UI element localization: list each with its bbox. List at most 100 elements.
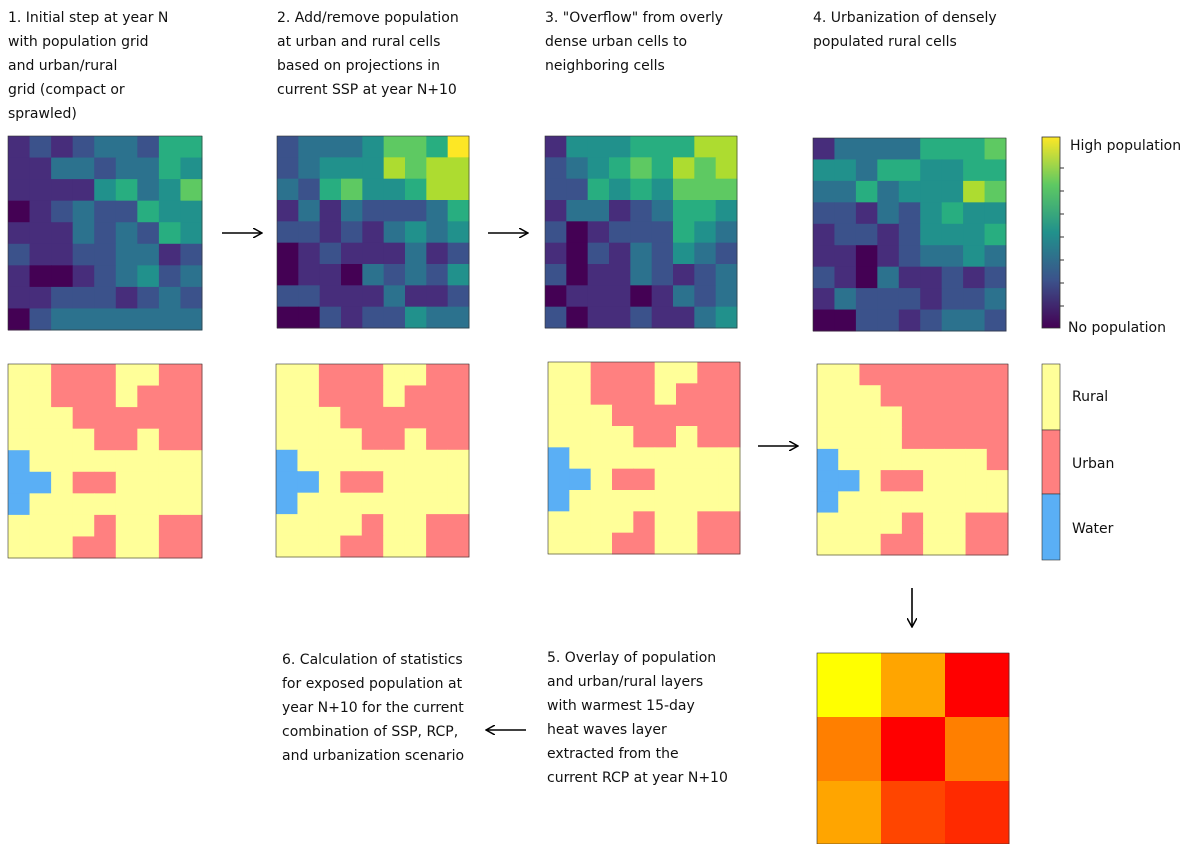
population-cell xyxy=(29,265,52,288)
land-cell xyxy=(944,533,967,556)
land-cell xyxy=(340,449,363,472)
land-cell xyxy=(817,448,839,471)
land-cell xyxy=(986,385,1009,407)
step-text: and urban/rural xyxy=(8,58,117,74)
step-text: 6. Calculation of statistics xyxy=(282,652,463,668)
population-cell xyxy=(566,221,589,244)
heat-cell xyxy=(817,653,882,718)
heat-cell xyxy=(881,781,946,844)
population-cell xyxy=(115,222,138,245)
population-cell xyxy=(920,138,943,160)
land-cell xyxy=(29,536,52,559)
colorbar-ticks xyxy=(1060,167,1064,307)
land-cell xyxy=(859,385,882,407)
population-cell xyxy=(405,157,427,180)
population-cell xyxy=(298,242,321,265)
population-cell xyxy=(545,264,567,286)
population-cell xyxy=(158,136,181,159)
population-cell xyxy=(855,180,878,203)
population-cell xyxy=(115,308,138,331)
land-cell xyxy=(718,447,741,470)
grid-border xyxy=(544,135,738,329)
land-cell xyxy=(590,426,613,448)
land-cell xyxy=(986,533,1009,556)
land-cell xyxy=(612,490,634,512)
population-cell xyxy=(94,136,117,159)
population-cell xyxy=(609,221,631,244)
population-cell xyxy=(587,306,610,329)
land-cell xyxy=(72,407,95,430)
population-cell xyxy=(362,221,385,244)
land-cell xyxy=(340,385,363,408)
land-cell xyxy=(923,512,945,535)
land-cell xyxy=(569,511,592,534)
population-cell xyxy=(651,136,674,158)
population-cell xyxy=(673,221,695,244)
population-cell xyxy=(715,221,738,244)
population-cell xyxy=(984,245,1007,268)
population-cell xyxy=(180,286,203,309)
population-cell xyxy=(566,306,589,329)
land-cell xyxy=(676,532,698,555)
population-cell xyxy=(51,265,74,288)
step-text: 1. Initial step at year N xyxy=(8,10,168,26)
population-cell xyxy=(362,285,385,308)
population-cell xyxy=(920,266,943,289)
population-cell xyxy=(298,264,321,286)
population-cell xyxy=(609,178,631,201)
population-cell xyxy=(426,178,449,201)
land-cell xyxy=(180,514,203,537)
step-text: dense urban cells to xyxy=(545,34,687,50)
land-cell xyxy=(340,514,363,537)
population-cell xyxy=(137,286,160,309)
land-cell xyxy=(612,362,634,384)
population-cell xyxy=(426,242,449,265)
land-cell xyxy=(426,514,449,537)
population-cell xyxy=(855,266,878,289)
population-cell xyxy=(630,264,653,286)
land-cell xyxy=(51,364,74,387)
population-cell xyxy=(877,288,900,311)
population-cell xyxy=(673,157,695,180)
population-cell xyxy=(426,157,449,180)
population-cell xyxy=(651,157,674,180)
land-cell xyxy=(318,535,341,558)
land-cell xyxy=(901,448,924,471)
population-cell xyxy=(29,200,52,223)
land-cell xyxy=(383,535,406,558)
land-cell xyxy=(859,470,882,492)
land-cell xyxy=(718,362,741,384)
land-cell xyxy=(944,448,967,471)
legend-label: Urban xyxy=(1072,456,1114,472)
land-cell xyxy=(986,491,1009,514)
population-cell xyxy=(920,159,943,182)
population-cell xyxy=(587,178,610,201)
population-cell xyxy=(405,285,427,308)
land-cell xyxy=(8,364,31,387)
land-cell xyxy=(633,532,656,555)
land-cell xyxy=(590,362,613,384)
heat-cell xyxy=(945,781,1010,844)
population-cell xyxy=(651,306,674,329)
land-cell xyxy=(676,404,698,427)
land-cell xyxy=(612,532,634,555)
population-cell xyxy=(94,243,117,266)
population-cell xyxy=(834,309,857,332)
land-cell xyxy=(654,404,677,427)
population-cell xyxy=(94,286,117,309)
land-cell xyxy=(426,471,449,494)
land-cell xyxy=(697,447,720,470)
population-cell xyxy=(341,242,363,265)
population-cell xyxy=(158,200,181,223)
step-text: based on projections in xyxy=(277,58,440,74)
land-cell xyxy=(318,406,341,429)
land-cell xyxy=(318,492,341,515)
land-cell xyxy=(986,512,1009,535)
population-cell xyxy=(447,221,470,244)
population-cell xyxy=(877,266,900,289)
population-cell xyxy=(855,138,878,160)
land-cell xyxy=(654,362,677,384)
population-cell xyxy=(609,157,631,180)
land-cell xyxy=(447,535,470,558)
land-cell xyxy=(548,362,570,384)
